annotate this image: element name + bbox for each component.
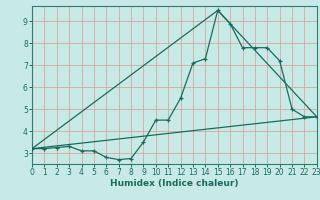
- X-axis label: Humidex (Indice chaleur): Humidex (Indice chaleur): [110, 179, 239, 188]
